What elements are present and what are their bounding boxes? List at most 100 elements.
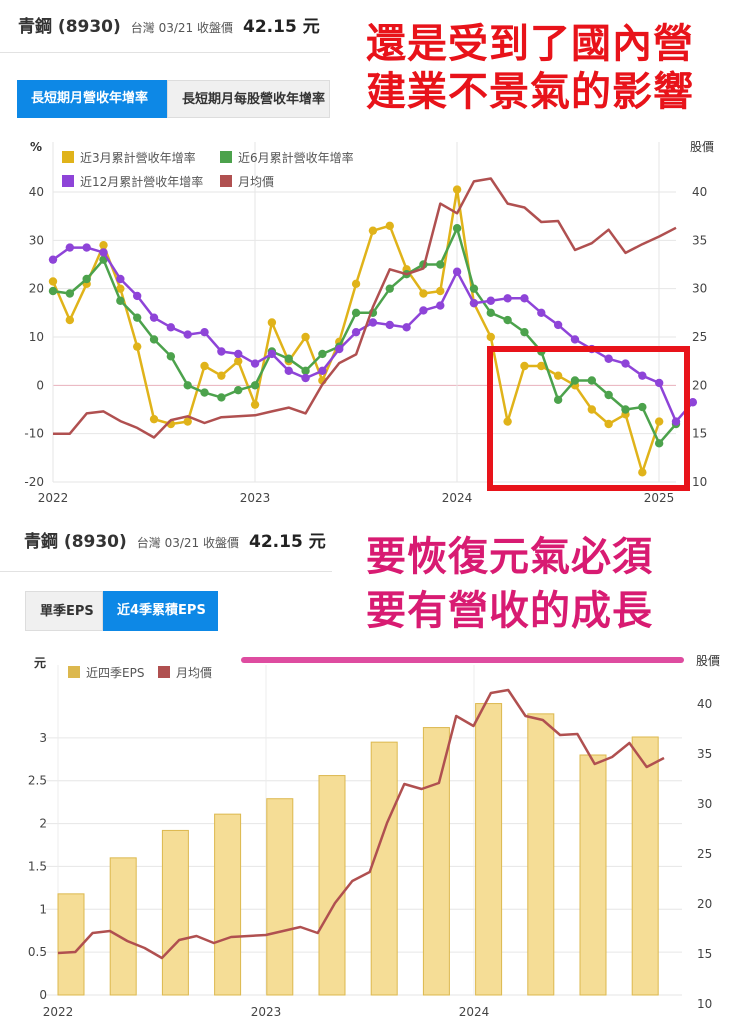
legend-label: 月均價 [176, 666, 212, 680]
header-divider [0, 52, 330, 53]
x-tick-label: 2022 [38, 491, 69, 505]
tab-4q-eps[interactable]: 近4季累積EPS [103, 591, 218, 631]
eps-bar [57, 893, 85, 996]
y-tick-right: 10 [697, 997, 712, 1011]
price-line [57, 688, 665, 960]
data-point [116, 274, 125, 284]
data-point [234, 385, 243, 395]
y-tick-left: -10 [24, 427, 44, 441]
y-tick-right: 40 [692, 185, 707, 199]
y-tick-left: 30 [29, 233, 44, 247]
legend-swatch [62, 175, 74, 187]
data-point [385, 320, 394, 330]
data-point [149, 414, 159, 424]
data-point [385, 284, 394, 293]
eps-bar [161, 829, 189, 996]
data-point [65, 243, 75, 252]
eps-bar [631, 736, 659, 996]
highlight-box [487, 346, 690, 491]
data-point [149, 313, 159, 322]
data-point [570, 335, 580, 344]
data-point [469, 298, 479, 308]
stock-header: 青鋼 (8930) 台灣 03/21 收盤價 42.15 元 [18, 12, 320, 37]
y-tick-right: 20 [697, 897, 712, 911]
eps-bar [109, 857, 137, 996]
stock-header: 青鋼 (8930) 台灣 03/21 收盤價 42.15 元 [24, 527, 326, 552]
data-point [520, 327, 529, 337]
data-point [537, 361, 546, 371]
data-point [250, 381, 260, 390]
y-tick-left: 1 [39, 902, 47, 916]
legend-swatch [62, 151, 74, 163]
tab-eps-revenue-yoy[interactable]: 長短期月每股營收年增率 [167, 80, 330, 118]
data-point [553, 371, 563, 380]
data-point [132, 342, 142, 351]
legend-label: 近3月累計營收年增率 [80, 150, 196, 165]
data-point [671, 417, 681, 426]
data-point [284, 354, 293, 363]
data-point [217, 347, 226, 356]
eps-bar [266, 798, 294, 996]
data-point [436, 260, 445, 269]
eps-chart: 3 2.5 2 1.5 1 0.5 0 40 35 30 25 20 15 10 2022 2023 2024 元… [28, 654, 720, 1019]
data-point [166, 323, 176, 332]
y-axis-label-right: 股價 [696, 654, 720, 668]
tab-revenue-yoy[interactable]: 長短期月營收年增率 [17, 80, 167, 118]
eps-bar [475, 703, 503, 996]
x-tick-label: 2025 [644, 491, 675, 505]
series-line [53, 177, 677, 439]
data-point [385, 221, 394, 231]
y-tick-left: -20 [24, 475, 44, 489]
y-tick-right: 30 [697, 797, 712, 811]
y-tick-right: 15 [692, 427, 707, 441]
stock-name: 青鋼 (8930) [18, 17, 121, 37]
data-point [335, 344, 344, 354]
data-point [200, 388, 209, 397]
data-point [486, 296, 495, 305]
data-point [217, 393, 226, 402]
x-tick-label: 2024 [442, 491, 473, 505]
y-tick-right: 35 [692, 233, 707, 247]
data-point [452, 185, 462, 194]
header-divider [0, 571, 332, 572]
x-tick-label: 2023 [251, 1005, 282, 1019]
data-point [469, 284, 479, 293]
data-point [503, 294, 512, 303]
eps-bar [214, 813, 242, 996]
data-point [48, 286, 58, 296]
data-point [486, 308, 495, 318]
data-point [166, 352, 176, 361]
data-point [368, 318, 378, 327]
data-point [351, 279, 361, 289]
eps-bar [318, 775, 346, 996]
legend-swatch [158, 666, 170, 678]
y-tick-right: 40 [697, 697, 712, 711]
data-point [436, 286, 445, 296]
data-point [419, 289, 428, 298]
data-point [267, 318, 277, 327]
data-point [351, 308, 361, 318]
data-point [621, 405, 630, 414]
data-point [553, 395, 563, 405]
data-point [553, 320, 563, 330]
annotation-line-1: 要恢復元氣必須 [366, 534, 653, 580]
data-point [419, 306, 428, 315]
data-point [318, 349, 327, 359]
y-tick-left: 10 [29, 330, 44, 344]
legend-label: 近6月累計營收年增率 [238, 150, 354, 165]
data-point [99, 248, 108, 257]
legend-label: 月均價 [238, 175, 274, 189]
stock-meta: 台灣 03/21 收盤價 [136, 536, 239, 550]
data-point [183, 417, 192, 426]
data-point [200, 361, 209, 371]
tab-quarter-eps[interactable]: 單季EPS [25, 591, 103, 631]
data-point [301, 366, 310, 376]
data-point [368, 226, 378, 235]
data-point [351, 327, 361, 337]
data-point [82, 274, 91, 284]
data-point [267, 349, 277, 359]
data-point [183, 330, 192, 339]
data-point [48, 277, 58, 286]
data-point [452, 224, 462, 233]
data-point [99, 240, 108, 250]
